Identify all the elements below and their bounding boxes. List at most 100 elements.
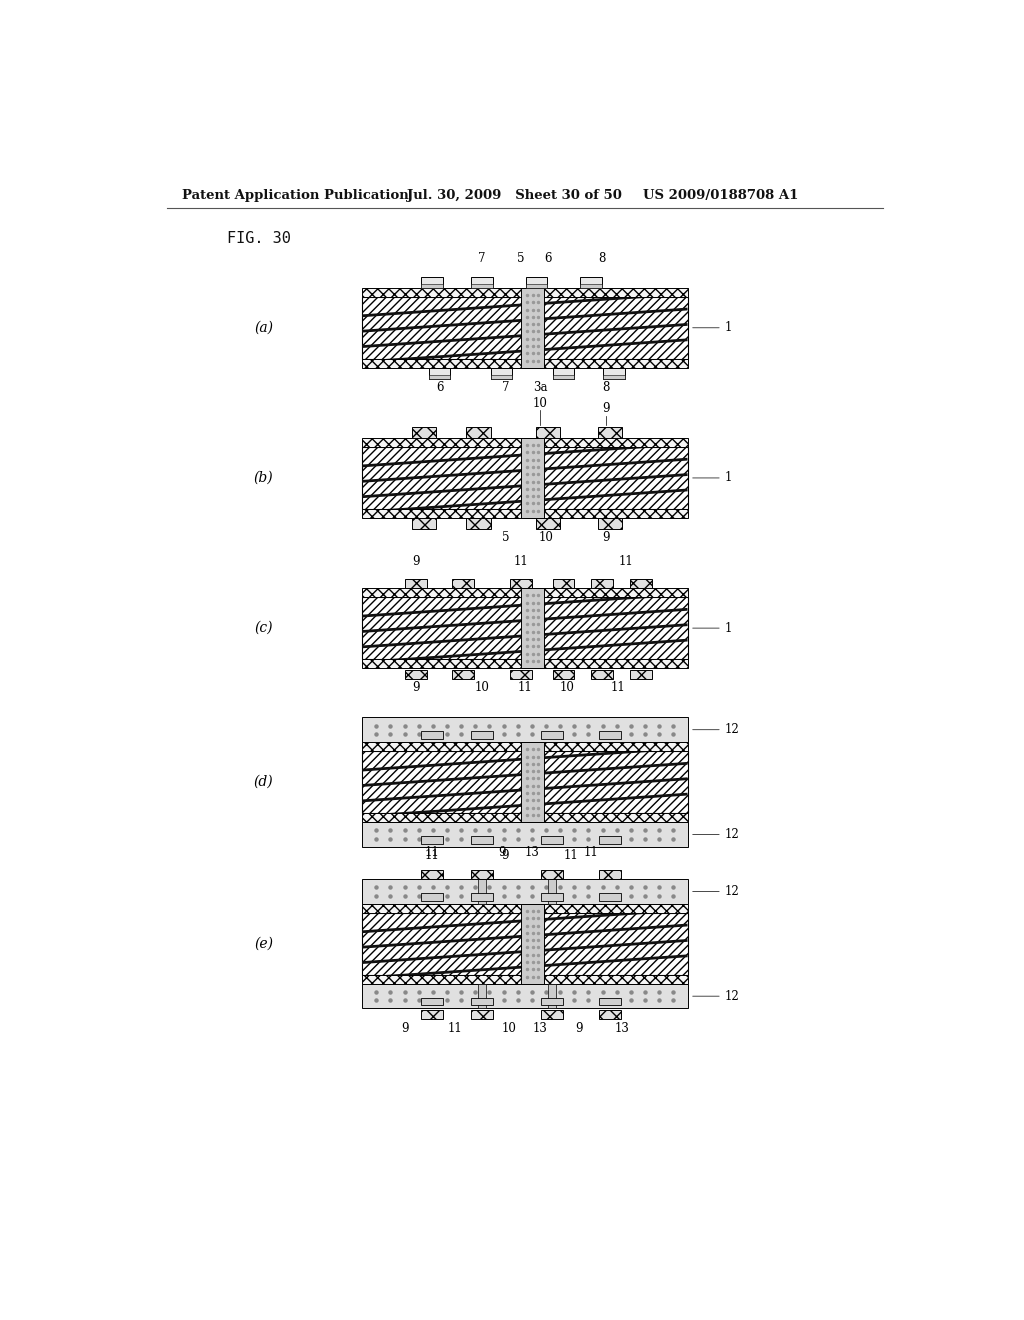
Text: (e): (e) (254, 937, 273, 950)
Bar (598, 517, 623, 529)
Bar (362, 718, 687, 742)
Text: 10: 10 (539, 531, 554, 544)
Bar (548, 983, 556, 1008)
Text: 12: 12 (692, 723, 739, 737)
Bar (362, 659, 687, 668)
Text: 6: 6 (545, 252, 552, 264)
Text: 9: 9 (498, 846, 505, 859)
Bar (521, 904, 544, 983)
Bar (362, 879, 687, 904)
Text: 9: 9 (401, 1022, 409, 1035)
Bar (471, 277, 493, 288)
Bar (598, 428, 623, 438)
Bar (536, 517, 560, 529)
Bar (421, 836, 442, 843)
Bar (362, 904, 687, 913)
Bar (471, 870, 493, 879)
Bar (521, 288, 544, 368)
Bar (603, 368, 625, 379)
Bar (466, 428, 490, 438)
Text: 11: 11 (424, 849, 439, 862)
Bar (362, 447, 687, 508)
Text: 11: 11 (564, 849, 579, 862)
Bar (362, 288, 687, 297)
Text: (a): (a) (254, 321, 273, 335)
Text: 8: 8 (599, 252, 606, 264)
Bar (478, 983, 486, 1008)
Bar (580, 277, 601, 288)
Bar (599, 894, 621, 900)
Bar (490, 375, 512, 379)
Bar (599, 870, 621, 879)
Text: 10: 10 (560, 681, 574, 694)
Bar (412, 428, 436, 438)
Bar (548, 879, 556, 904)
Bar (471, 998, 493, 1006)
Bar (541, 894, 563, 900)
Text: (c): (c) (254, 622, 272, 635)
Bar (521, 589, 544, 668)
Text: 6: 6 (436, 381, 443, 393)
Text: 5: 5 (517, 252, 524, 264)
Text: 9: 9 (575, 1022, 583, 1035)
Bar (466, 517, 490, 529)
Bar (471, 284, 493, 288)
Bar (429, 368, 451, 379)
Text: 5: 5 (502, 531, 509, 544)
Bar (541, 1010, 563, 1019)
Text: (d): (d) (254, 775, 273, 789)
Text: 11: 11 (447, 1022, 463, 1035)
Text: 9: 9 (602, 531, 610, 544)
Bar (362, 913, 687, 974)
Bar (553, 669, 574, 678)
Bar (541, 870, 563, 879)
Bar (421, 284, 442, 288)
Text: US 2009/0188708 A1: US 2009/0188708 A1 (643, 189, 799, 202)
Text: 11: 11 (517, 681, 532, 694)
Bar (510, 579, 531, 589)
Bar (521, 742, 544, 822)
Bar (541, 836, 563, 843)
Text: (b): (b) (254, 471, 273, 484)
Bar (362, 438, 687, 447)
Text: 9: 9 (602, 401, 610, 414)
Bar (362, 359, 687, 368)
Text: 1: 1 (692, 622, 732, 635)
Text: 10: 10 (502, 1022, 517, 1035)
Text: 10: 10 (532, 397, 548, 411)
Bar (478, 879, 486, 904)
Text: 11: 11 (584, 846, 598, 859)
Text: 13: 13 (525, 846, 540, 859)
Bar (553, 375, 574, 379)
Bar (490, 368, 512, 379)
Bar (541, 998, 563, 1006)
Text: 7: 7 (478, 252, 486, 264)
Text: 9: 9 (413, 554, 420, 568)
Bar (630, 579, 652, 589)
Bar (421, 894, 442, 900)
Text: 12: 12 (692, 828, 739, 841)
Text: 11: 11 (424, 846, 439, 859)
Bar (599, 1010, 621, 1019)
Bar (421, 1010, 442, 1019)
Bar (592, 579, 613, 589)
Bar (471, 1010, 493, 1019)
Bar (592, 669, 613, 678)
Bar (362, 597, 687, 659)
Text: 3a: 3a (534, 381, 548, 393)
Bar (521, 438, 544, 517)
Bar (362, 822, 687, 847)
Text: Patent Application Publication: Patent Application Publication (182, 189, 409, 202)
Bar (429, 375, 451, 379)
Bar (362, 751, 687, 813)
Text: 11: 11 (610, 681, 626, 694)
Bar (471, 894, 493, 900)
Bar (599, 731, 621, 739)
Bar (510, 669, 531, 678)
Text: FIG. 30: FIG. 30 (227, 231, 291, 246)
Bar (553, 368, 574, 379)
Text: 12: 12 (692, 884, 739, 898)
Bar (525, 284, 547, 288)
Text: 12: 12 (692, 990, 739, 1003)
Text: 13: 13 (614, 1022, 629, 1035)
